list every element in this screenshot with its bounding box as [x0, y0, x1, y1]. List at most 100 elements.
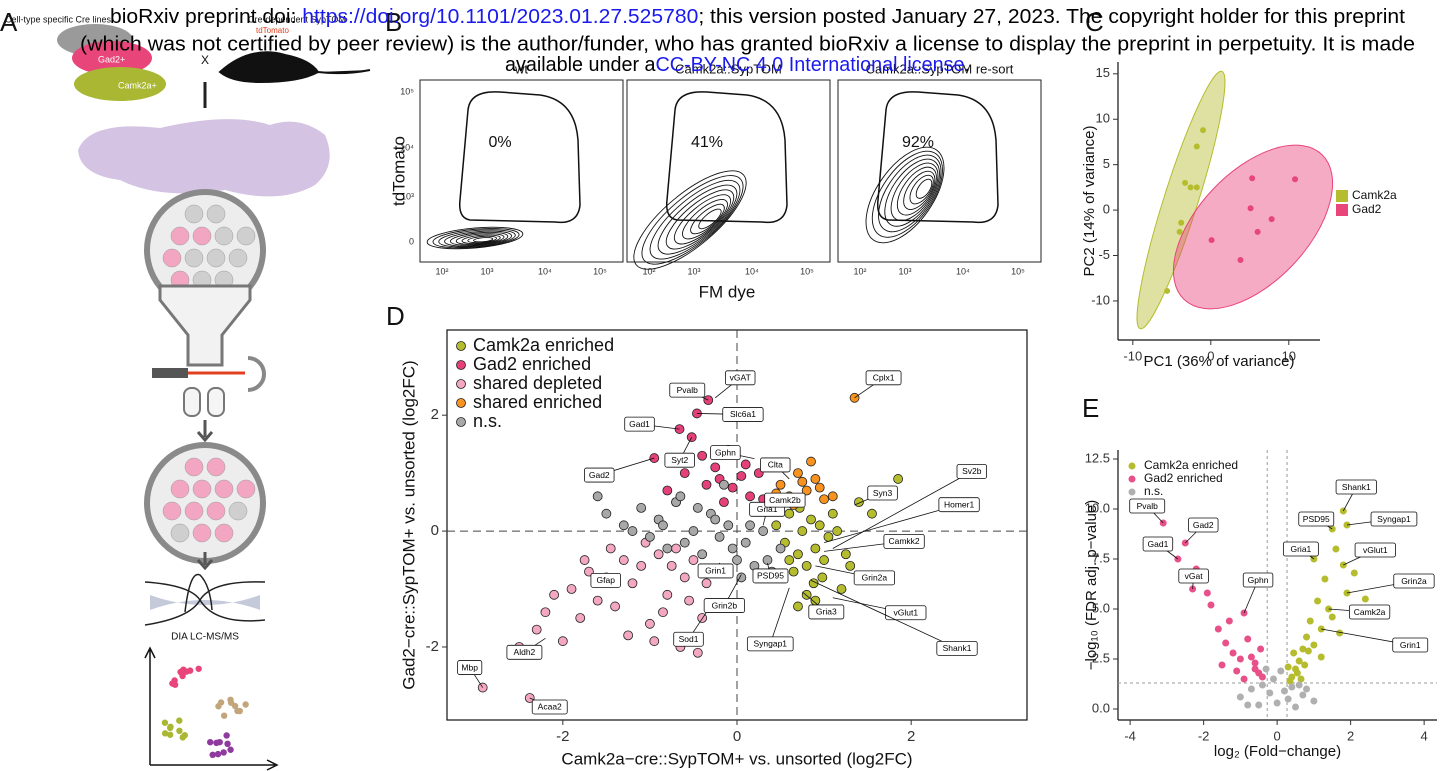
y-tick-label: -10	[1091, 292, 1110, 307]
point	[1164, 287, 1171, 294]
point	[692, 647, 703, 658]
point	[810, 543, 821, 554]
brain	[78, 119, 330, 197]
annotation-label: Shank1	[943, 643, 972, 653]
mini-dot	[209, 751, 216, 759]
point	[1310, 641, 1318, 649]
license-link[interactable]: CC-BY-NC 4.0 International license	[656, 54, 965, 76]
point	[1292, 703, 1300, 711]
legend-label: shared depleted	[473, 373, 602, 393]
annotation-label: Camkk2	[888, 536, 919, 546]
flow-x-tick: 10⁵	[800, 266, 814, 276]
point	[1258, 673, 1266, 681]
annotation-label: Gphn	[1248, 575, 1269, 585]
arrow	[196, 420, 214, 443]
point	[531, 624, 542, 635]
mini-dot	[227, 696, 234, 704]
y-tick-label: 7.5	[1092, 550, 1110, 565]
contour	[690, 203, 725, 235]
header-line: available under aCC-BY-NC 4.0 Internatio…	[505, 54, 970, 76]
y-axis-label: PC2 (14% of variance)	[1081, 126, 1098, 277]
contour	[698, 208, 722, 230]
annotation-box	[506, 644, 543, 660]
legend-key	[456, 379, 466, 389]
x-tick-label: -2	[1198, 728, 1210, 743]
tdtomato-label: tdTomato	[256, 26, 289, 35]
point	[797, 476, 808, 487]
y-tick-label: 0	[1103, 202, 1110, 217]
point	[1176, 228, 1183, 235]
annotation-label: Gria3	[816, 607, 837, 617]
header-line: bioRxiv preprint doi: https://doi.org/10…	[110, 6, 1405, 28]
point	[745, 491, 755, 502]
scatter-chart: -4 -2 0 2 4 0.0 2.5 5.0 7.5 10.0 12.5 Pvalb Gad2 Gad1…	[1082, 393, 1437, 760]
cell	[206, 501, 226, 521]
point	[592, 595, 603, 606]
annotation-label: Grin1	[1400, 640, 1421, 650]
contour	[682, 199, 728, 240]
legend-label: Camk2a enriched	[1144, 458, 1238, 472]
point	[1332, 545, 1340, 553]
annotation-label: Gria1	[1290, 544, 1311, 554]
point	[697, 613, 708, 623]
point	[801, 560, 812, 571]
mini-dot	[242, 701, 249, 708]
y-tick-label: 10	[1096, 111, 1110, 126]
point	[806, 514, 816, 525]
point	[1203, 589, 1211, 597]
gate-percent: 41%	[691, 134, 723, 151]
y-axis-label: Gad2−cre::SypTOM+ vs. unsorted (log2FC)	[399, 360, 418, 689]
contour	[438, 229, 516, 248]
annotation-label: Acaa2	[538, 702, 562, 712]
annotation-box	[590, 572, 621, 588]
mini-dot	[213, 739, 220, 747]
point	[806, 456, 816, 467]
point	[1299, 691, 1307, 699]
annotation-label: Grin1	[705, 566, 726, 576]
point	[697, 450, 708, 461]
point	[1297, 675, 1305, 683]
point	[1182, 179, 1189, 186]
point	[1295, 657, 1303, 665]
point	[1292, 176, 1299, 183]
point	[1262, 665, 1270, 673]
legend-key	[1128, 488, 1136, 496]
contour	[896, 166, 937, 216]
annotation-box	[956, 464, 987, 479]
annotation-box	[936, 640, 978, 656]
point	[1249, 175, 1256, 182]
point	[1244, 701, 1252, 709]
point	[801, 485, 812, 496]
cell	[236, 226, 256, 246]
mini-dot	[231, 702, 239, 710]
preprint-header: bioRxiv preprint doi: https://doi.org/10…	[80, 6, 1415, 76]
cell	[214, 226, 234, 246]
point	[823, 531, 834, 542]
annotation-box	[584, 467, 615, 483]
point	[666, 560, 677, 571]
contour	[455, 233, 505, 245]
point	[1236, 693, 1244, 701]
point	[793, 549, 803, 560]
doi-link[interactable]: https://doi.org/10.1101/2023.01.27.52578…	[302, 6, 698, 28]
point	[719, 479, 729, 490]
annotation-box	[1142, 536, 1174, 552]
contour	[426, 226, 524, 250]
point	[662, 589, 673, 600]
annotation-box	[1348, 604, 1391, 620]
contour	[641, 175, 744, 265]
laser	[152, 368, 188, 378]
annotation-box	[1178, 568, 1209, 584]
annotation-label: PSD95	[757, 571, 784, 581]
point	[775, 543, 786, 554]
point	[1290, 649, 1298, 657]
point	[1193, 184, 1200, 191]
annotation-box	[1370, 511, 1418, 527]
flow-title: Camk2a::SypTOM	[675, 61, 782, 76]
point	[793, 468, 803, 479]
header-text: available under a	[505, 54, 656, 76]
annotation-box	[669, 382, 706, 398]
mouse-gad2	[72, 41, 152, 75]
annotation-label: Syngap1	[1377, 514, 1411, 524]
point	[1317, 653, 1325, 661]
